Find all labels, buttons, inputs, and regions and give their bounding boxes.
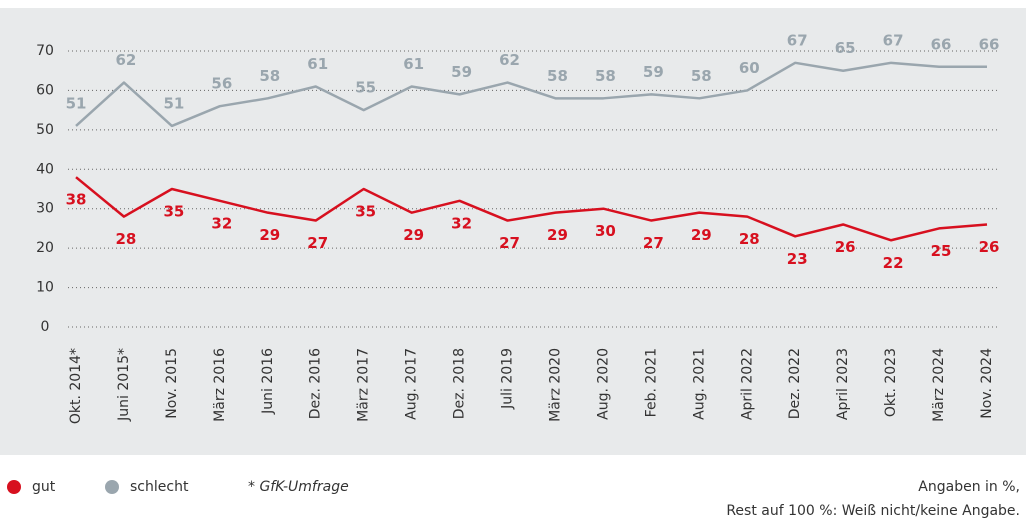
data-label: 56 bbox=[211, 75, 232, 93]
x-tick-label: Dez. 2022 bbox=[787, 348, 803, 419]
data-label: 58 bbox=[259, 67, 280, 85]
y-tick-label: 60 bbox=[36, 82, 54, 98]
x-tick-label: Dez. 2018 bbox=[452, 348, 468, 419]
legend-marker bbox=[7, 480, 21, 494]
data-label: 23 bbox=[787, 250, 808, 268]
data-label: 28 bbox=[739, 230, 760, 248]
data-label: 32 bbox=[211, 214, 232, 232]
y-tick-label: 0 bbox=[41, 319, 50, 335]
chart-background bbox=[0, 8, 1026, 455]
legend-label: gut bbox=[32, 479, 56, 495]
data-label: 55 bbox=[355, 79, 376, 97]
data-label: 58 bbox=[595, 67, 616, 85]
data-label: 51 bbox=[163, 94, 184, 112]
data-label: 29 bbox=[691, 226, 712, 244]
y-tick-label: 70 bbox=[36, 43, 54, 59]
data-label: 58 bbox=[547, 67, 568, 85]
note: Angaben in %, bbox=[918, 479, 1020, 495]
data-label: 59 bbox=[643, 63, 664, 81]
data-label: 35 bbox=[355, 203, 376, 221]
y-tick-label: 20 bbox=[36, 240, 54, 256]
data-label: 27 bbox=[643, 234, 664, 252]
x-tick-label: Aug. 2021 bbox=[691, 348, 707, 420]
data-label: 60 bbox=[739, 59, 760, 77]
line bbox=[75, 176, 988, 242]
x-tick-label: Juni 2015* bbox=[116, 348, 132, 422]
data-label: 29 bbox=[259, 226, 280, 244]
data-label: 59 bbox=[451, 63, 472, 81]
y-tick-label: 50 bbox=[36, 122, 54, 138]
x-tick-label: April 2023 bbox=[835, 348, 851, 420]
data-label: 27 bbox=[307, 234, 328, 252]
x-tick-label: Aug. 2020 bbox=[595, 348, 611, 420]
y-tick-label: 40 bbox=[36, 161, 54, 177]
data-label: 32 bbox=[451, 214, 472, 232]
x-tick-label: Dez. 2016 bbox=[308, 348, 324, 419]
data-label: 51 bbox=[66, 94, 87, 112]
y-tick-label: 30 bbox=[36, 201, 54, 217]
data-label: 22 bbox=[883, 254, 904, 272]
x-tick-label: Feb. 2021 bbox=[643, 348, 659, 417]
data-label: 26 bbox=[835, 238, 856, 256]
data-label: 65 bbox=[835, 39, 856, 57]
x-tick-label: Aug. 2017 bbox=[404, 348, 420, 420]
x-tick-label: Juni 2016 bbox=[260, 348, 276, 415]
x-tick-label: Nov. 2015 bbox=[164, 348, 180, 419]
x-tick-label: März 2024 bbox=[931, 348, 947, 422]
data-label: 30 bbox=[595, 222, 616, 240]
x-tick-label: Okt. 2014* bbox=[68, 348, 84, 424]
data-label: 29 bbox=[403, 226, 424, 244]
data-label: 67 bbox=[883, 31, 904, 49]
y-tick-label: 10 bbox=[36, 280, 54, 296]
data-label: 26 bbox=[979, 238, 1000, 256]
x-tick-label: Okt. 2023 bbox=[883, 348, 899, 417]
data-label: 66 bbox=[931, 35, 952, 53]
x-tick-label: Juli 2019 bbox=[500, 348, 516, 410]
data-label: 38 bbox=[66, 191, 87, 209]
data-label: 62 bbox=[499, 51, 520, 69]
data-label: 67 bbox=[787, 31, 808, 49]
data-label: 61 bbox=[307, 55, 328, 73]
x-tick-label: April 2022 bbox=[739, 348, 755, 420]
x-tick-label: März 2020 bbox=[547, 348, 563, 422]
data-label: 29 bbox=[547, 226, 568, 244]
data-label: 27 bbox=[499, 234, 520, 252]
data-label: 62 bbox=[116, 51, 137, 69]
legend-label: schlecht bbox=[130, 479, 189, 495]
x-tick-label: März 2017 bbox=[356, 348, 372, 422]
data-label: 58 bbox=[691, 67, 712, 85]
data-label: 35 bbox=[163, 203, 184, 221]
note: Rest auf 100 %: Weiß nicht/keine Angabe. bbox=[726, 503, 1020, 519]
footnote: * GfK-Umfrage bbox=[248, 479, 349, 495]
x-tick-label: Nov. 2024 bbox=[979, 348, 995, 419]
legend-marker bbox=[105, 480, 119, 494]
data-label: 25 bbox=[931, 242, 952, 260]
x-tick-label: März 2016 bbox=[212, 348, 228, 422]
line bbox=[75, 61, 987, 128]
data-label: 28 bbox=[116, 230, 137, 248]
data-label: 66 bbox=[979, 35, 1000, 53]
data-label: 61 bbox=[403, 55, 424, 73]
